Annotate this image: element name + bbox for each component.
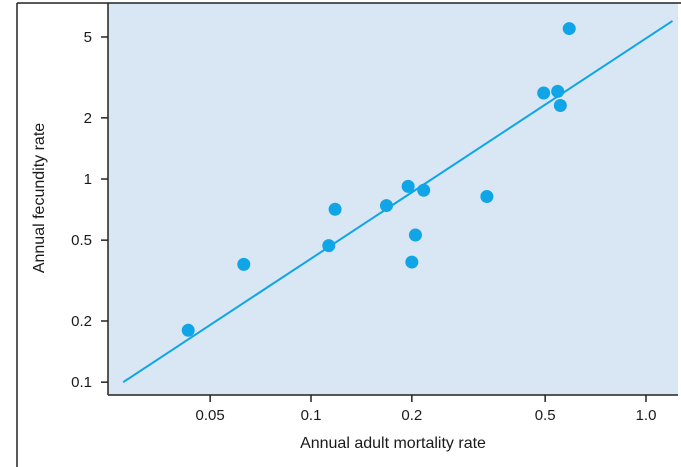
y-tick-label: 0.1 bbox=[71, 374, 92, 391]
x-tick-label: 1.0 bbox=[636, 407, 657, 424]
data-point-6 bbox=[401, 179, 415, 193]
y-tick-label: 1 bbox=[84, 171, 92, 188]
x-tick-label: 0.2 bbox=[401, 407, 422, 424]
x-tick-label: 0.5 bbox=[535, 407, 556, 424]
data-point-13 bbox=[553, 99, 567, 113]
data-point-4 bbox=[328, 202, 342, 216]
data-point-11 bbox=[537, 86, 551, 100]
x-tick-label: 0.1 bbox=[301, 407, 322, 424]
data-point-7 bbox=[417, 183, 431, 197]
data-point-1 bbox=[181, 323, 195, 337]
fit-line bbox=[122, 20, 674, 383]
data-point-3 bbox=[322, 239, 336, 253]
x-tick-label: 0.05 bbox=[196, 407, 225, 424]
y-tick-label: 5 bbox=[84, 29, 92, 46]
data-point-14 bbox=[562, 22, 576, 36]
data-point-2 bbox=[237, 257, 251, 271]
data-point-12 bbox=[551, 84, 565, 98]
y-tick-label: 2 bbox=[84, 110, 92, 127]
y-tick-label: 0.2 bbox=[71, 313, 92, 330]
data-point-5 bbox=[379, 199, 393, 213]
data-point-8 bbox=[408, 228, 422, 242]
data-point-9 bbox=[405, 255, 419, 269]
y-axis-title: Annual fecundity rate bbox=[31, 123, 48, 273]
data-point-10 bbox=[480, 190, 494, 204]
x-axis-title: Annual adult mortality rate bbox=[300, 435, 486, 452]
y-tick-label: 0.5 bbox=[71, 232, 92, 249]
